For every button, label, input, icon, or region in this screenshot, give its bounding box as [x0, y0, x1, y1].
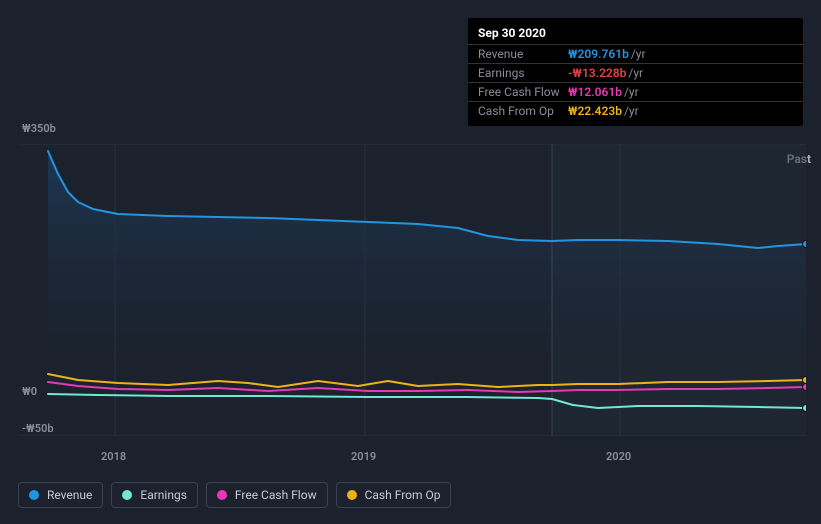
tooltip-date: Sep 30 2020: [468, 24, 803, 44]
tooltip-row: Cash From Op₩22.423b /yr: [468, 101, 803, 120]
legend-label: Free Cash Flow: [235, 488, 317, 502]
legend-item[interactable]: Earnings: [111, 482, 198, 508]
legend-item[interactable]: Cash From Op: [336, 482, 452, 508]
legend-item[interactable]: Free Cash Flow: [206, 482, 328, 508]
y-axis-label: ₩350b: [22, 122, 56, 135]
x-axis-label: 2020: [606, 450, 631, 463]
chart-plot-area: [18, 144, 806, 436]
chart-svg: [18, 144, 806, 436]
tooltip-metric-unit: /yr: [624, 85, 639, 99]
tooltip-metric-value: ₩209.761b: [568, 47, 629, 61]
x-axis-label: 2018: [101, 450, 126, 463]
tooltip-row: Earnings-₩13.228b /yr: [468, 63, 803, 82]
tooltip-metric-value: ₩12.061b: [568, 85, 622, 99]
tooltip-row: Revenue₩209.761b /yr: [468, 44, 803, 63]
chart-tooltip: Sep 30 2020 Revenue₩209.761b /yrEarnings…: [468, 18, 803, 126]
chart-legend: Revenue Earnings Free Cash Flow Cash From O…: [18, 482, 451, 508]
x-axis-label: 2019: [351, 450, 376, 463]
tooltip-metric-unit: /yr: [624, 104, 639, 118]
tooltip-metric-unit: /yr: [631, 47, 646, 61]
tooltip-metric-value: -₩13.228b: [568, 66, 626, 80]
tooltip-rows: Revenue₩209.761b /yrEarnings-₩13.228b /y…: [468, 44, 803, 120]
legend-swatch: [29, 490, 39, 500]
tooltip-metric-label: Earnings: [478, 66, 568, 80]
tooltip-metric-label: Cash From Op: [478, 104, 568, 118]
legend-swatch: [122, 490, 132, 500]
tooltip-metric-value: ₩22.423b: [568, 104, 622, 118]
tooltip-row: Free Cash Flow₩12.061b /yr: [468, 82, 803, 101]
tooltip-metric-label: Revenue: [478, 47, 568, 61]
legend-label: Revenue: [47, 488, 92, 502]
tooltip-metric-unit: /yr: [628, 66, 643, 80]
legend-swatch: [217, 490, 227, 500]
legend-item[interactable]: Revenue: [18, 482, 103, 508]
tooltip-metric-label: Free Cash Flow: [478, 85, 568, 99]
legend-label: Cash From Op: [365, 488, 441, 502]
legend-swatch: [347, 490, 357, 500]
legend-label: Earnings: [140, 488, 187, 502]
